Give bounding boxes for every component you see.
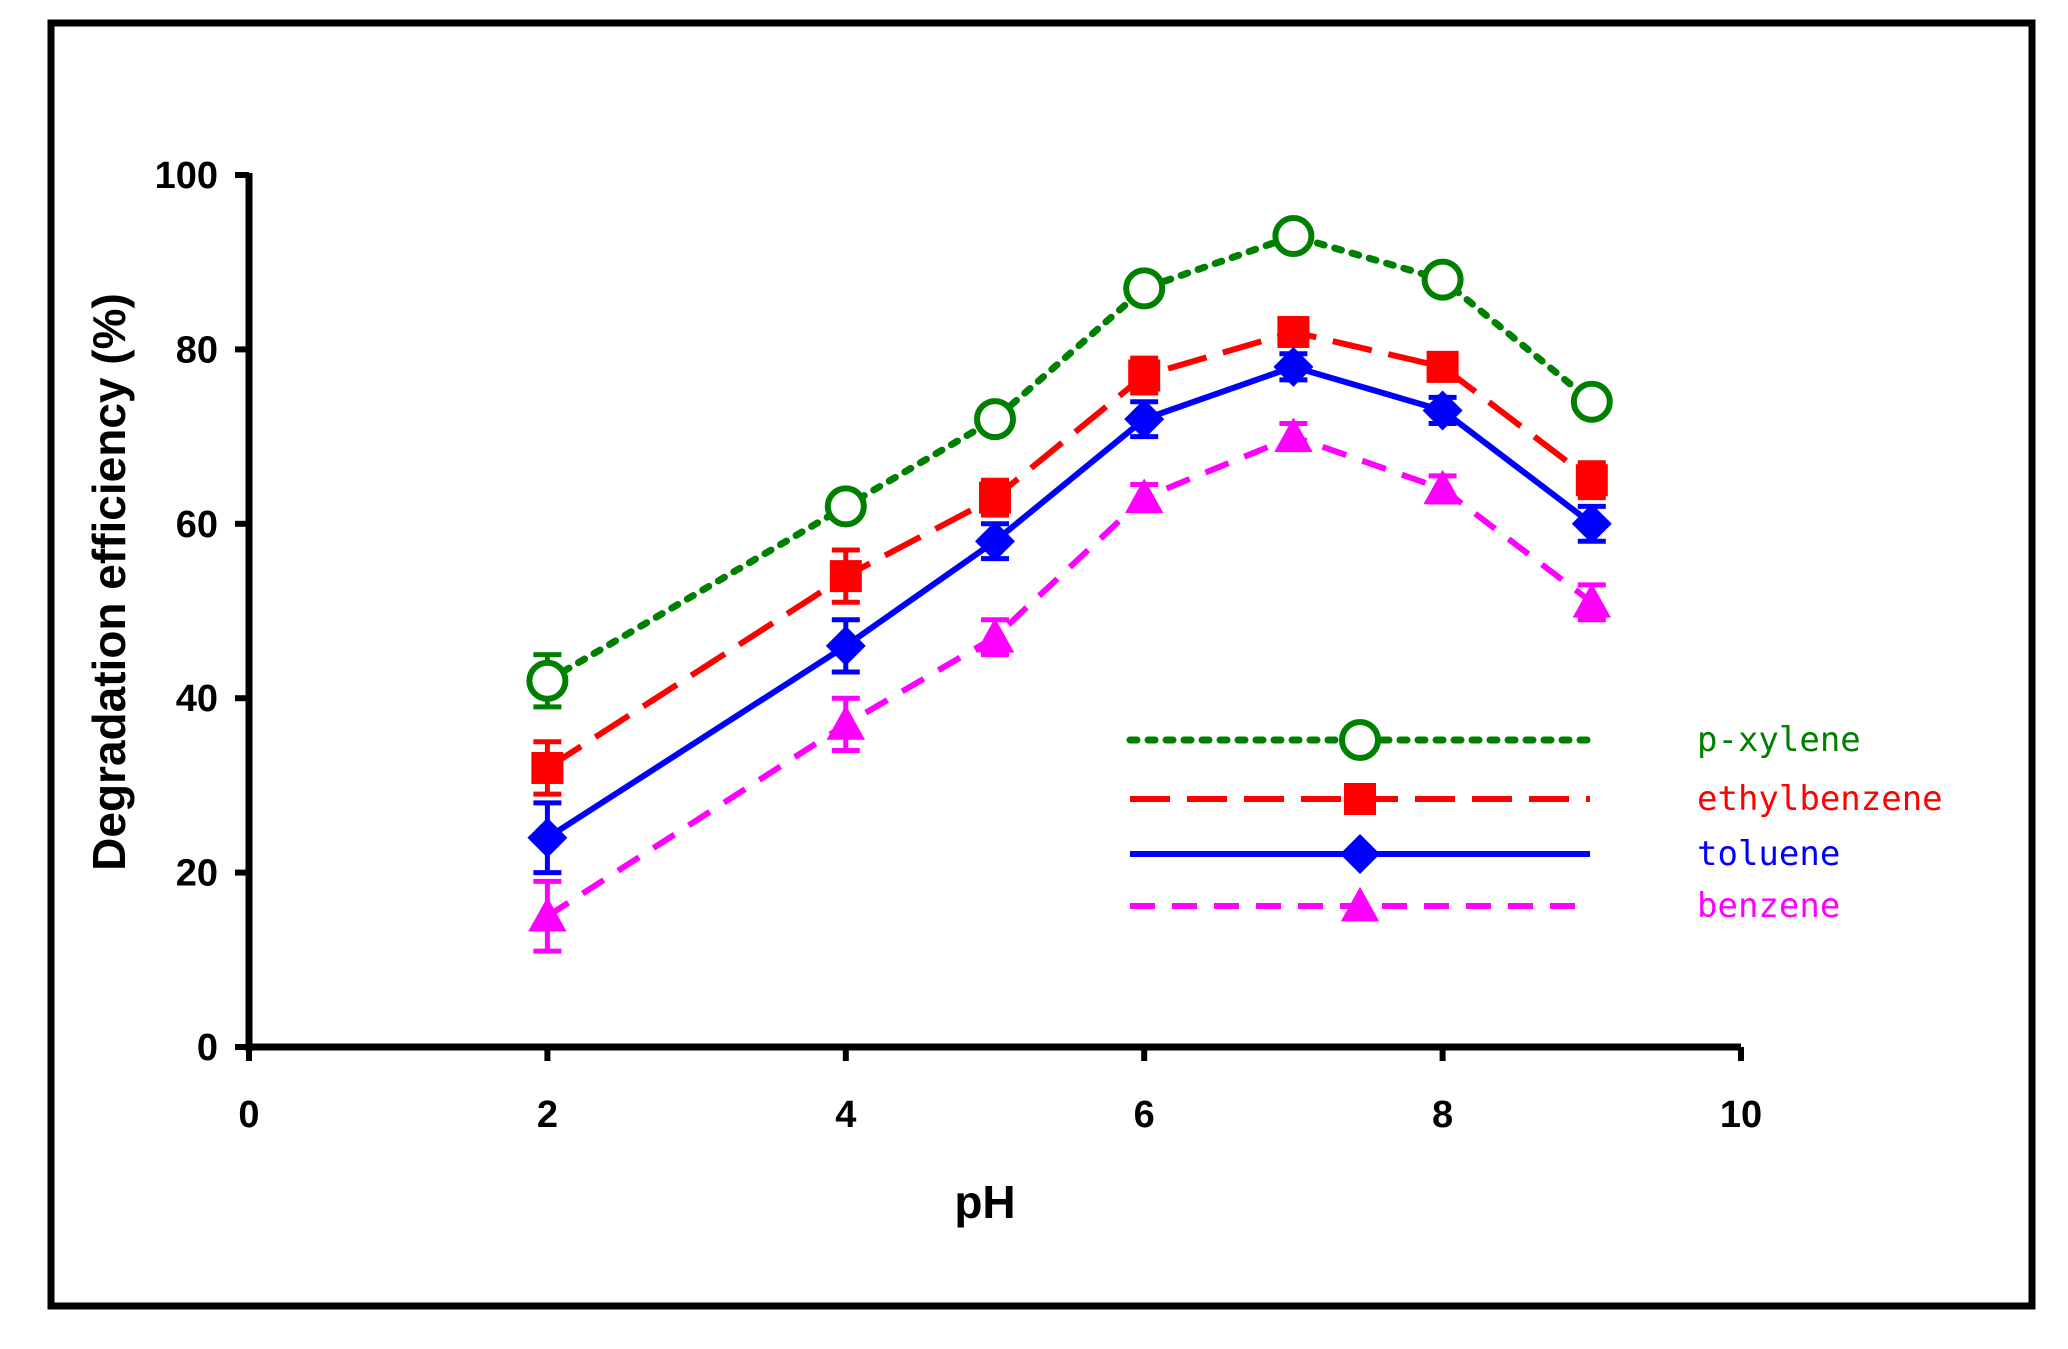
x-tick-label: 2 xyxy=(537,1094,558,1136)
x-tick-label: 8 xyxy=(1432,1094,1453,1136)
y-tick-label: 40 xyxy=(176,678,218,720)
data-point-benzene xyxy=(1274,417,1313,452)
data-point-benzene xyxy=(975,617,1015,653)
data-point-benzene xyxy=(826,705,865,740)
y-tick-label: 80 xyxy=(176,329,218,371)
y-tick-label: 0 xyxy=(197,1027,218,1069)
legend-marker xyxy=(1339,719,1381,761)
series-benzene xyxy=(528,417,1611,954)
data-point-toluene xyxy=(825,625,866,666)
legend-label-p-xylene: p-xylene xyxy=(1697,720,1861,760)
legend-entry-p-xylene: p-xylene xyxy=(1126,719,1861,761)
legend-entry-toluene: toluene xyxy=(1130,834,1840,874)
axes xyxy=(245,173,1741,1051)
legend-entry-benzene: benzene xyxy=(1130,886,1840,926)
data-point-benzene xyxy=(1423,469,1462,505)
legend-marker xyxy=(1340,834,1380,874)
legend-label-toluene: toluene xyxy=(1697,834,1840,874)
data-point-benzene xyxy=(528,897,567,932)
x-tick-label: 6 xyxy=(1134,1094,1155,1136)
data-point-ethylbenzene xyxy=(1128,359,1161,392)
x-tick-label: 10 xyxy=(1720,1094,1762,1136)
legend-marker xyxy=(1344,783,1376,815)
legend-label-ethylbenzene: ethylbenzene xyxy=(1697,779,1943,819)
figure-frame xyxy=(47,19,2036,1310)
legend-marker xyxy=(1340,886,1380,922)
data-point-toluene xyxy=(1273,346,1314,387)
data-point-p-xylene xyxy=(1421,258,1464,301)
data-point-ethylbenzene xyxy=(979,481,1011,514)
x-axis-title: pH xyxy=(954,1176,1015,1228)
data-point-ethylbenzene xyxy=(1277,315,1310,348)
legend-label-benzene: benzene xyxy=(1697,886,1840,926)
x-tick-label: 4 xyxy=(835,1094,856,1136)
data-point-toluene xyxy=(527,817,568,858)
data-point-benzene xyxy=(1125,478,1164,513)
data-point-p-xylene xyxy=(1123,267,1166,310)
y-tick-label: 100 xyxy=(155,155,218,197)
legend-entry-ethylbenzene: ethylbenzene xyxy=(1130,779,1943,819)
data-point-p-xylene xyxy=(1272,215,1315,258)
legend: p-xylene ethylbenzene toluene benzene xyxy=(1126,719,1943,926)
data-point-toluene xyxy=(975,521,1015,562)
data-point-p-xylene xyxy=(824,485,867,528)
series-ethylbenzene xyxy=(531,315,1608,797)
data-point-toluene xyxy=(1124,399,1165,440)
y-tick-label: 60 xyxy=(176,504,218,546)
data-point-toluene xyxy=(1422,390,1463,431)
series-toluene xyxy=(527,346,1612,876)
x-tick-label: 0 xyxy=(238,1094,259,1136)
data-point-ethylbenzene xyxy=(1575,464,1608,497)
y-tick-label: 20 xyxy=(176,853,218,895)
plot-area xyxy=(526,215,1613,954)
data-point-p-xylene xyxy=(974,398,1016,441)
data-point-ethylbenzene xyxy=(829,560,862,593)
data-point-p-xylene xyxy=(1570,380,1613,423)
data-point-benzene xyxy=(1572,583,1611,618)
data-point-toluene xyxy=(1571,503,1612,544)
data-point-ethylbenzene xyxy=(531,751,564,784)
data-point-p-xylene xyxy=(526,659,569,702)
series-p-xylene xyxy=(526,215,1613,710)
y-axis-title: Degradation efficiency (%) xyxy=(83,293,135,871)
data-point-ethylbenzene xyxy=(1426,350,1459,383)
